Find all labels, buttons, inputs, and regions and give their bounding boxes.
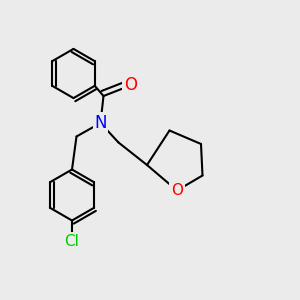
Text: O: O	[171, 183, 183, 198]
Text: N: N	[94, 114, 107, 132]
Text: O: O	[124, 76, 137, 94]
Text: Cl: Cl	[64, 234, 80, 249]
